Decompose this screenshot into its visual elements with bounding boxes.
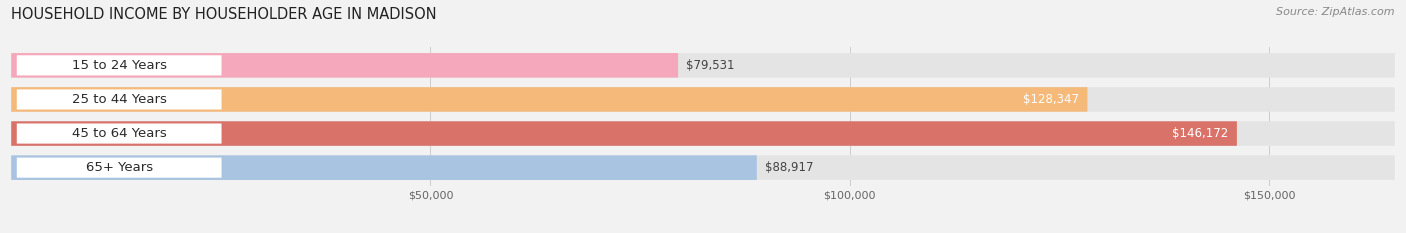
FancyBboxPatch shape	[11, 121, 1395, 146]
Text: $128,347: $128,347	[1024, 93, 1080, 106]
FancyBboxPatch shape	[11, 155, 756, 180]
FancyBboxPatch shape	[11, 155, 1395, 180]
Text: 45 to 64 Years: 45 to 64 Years	[72, 127, 166, 140]
FancyBboxPatch shape	[11, 53, 678, 78]
Text: 25 to 44 Years: 25 to 44 Years	[72, 93, 166, 106]
FancyBboxPatch shape	[17, 89, 222, 110]
Text: $79,531: $79,531	[686, 59, 735, 72]
FancyBboxPatch shape	[17, 123, 222, 144]
Text: 15 to 24 Years: 15 to 24 Years	[72, 59, 167, 72]
Text: $146,172: $146,172	[1173, 127, 1229, 140]
FancyBboxPatch shape	[11, 87, 1087, 112]
Text: 65+ Years: 65+ Years	[86, 161, 153, 174]
FancyBboxPatch shape	[11, 53, 1395, 78]
FancyBboxPatch shape	[11, 87, 1395, 112]
Text: $88,917: $88,917	[765, 161, 814, 174]
FancyBboxPatch shape	[17, 158, 222, 178]
FancyBboxPatch shape	[11, 121, 1237, 146]
Text: Source: ZipAtlas.com: Source: ZipAtlas.com	[1277, 7, 1395, 17]
Text: HOUSEHOLD INCOME BY HOUSEHOLDER AGE IN MADISON: HOUSEHOLD INCOME BY HOUSEHOLDER AGE IN M…	[11, 7, 437, 22]
FancyBboxPatch shape	[17, 55, 222, 75]
